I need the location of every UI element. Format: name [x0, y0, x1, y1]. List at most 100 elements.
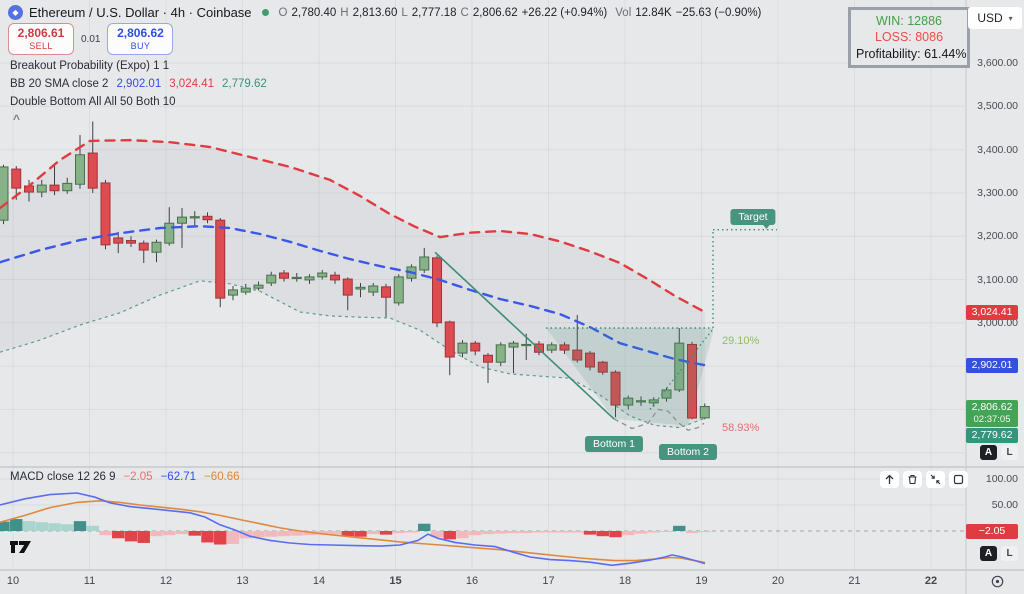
spread-value: 0.01	[81, 33, 101, 45]
high-label: H	[340, 6, 349, 19]
auto-scale-button-main[interactable]: A	[980, 445, 997, 460]
price-axis-label: 3,300.00	[977, 186, 1018, 199]
sell-price: 2,806.61	[17, 25, 65, 40]
low-label: L	[401, 6, 408, 19]
candle-body	[342, 278, 353, 296]
candle-body	[228, 289, 238, 296]
delete-pane-button[interactable]	[903, 471, 922, 488]
macd-histogram-bar	[226, 531, 240, 544]
candle-body	[381, 286, 391, 298]
loss-count: LOSS: 8086	[874, 30, 944, 45]
candle-body	[151, 241, 162, 253]
macd-histogram-bar	[252, 531, 265, 538]
double-bottom-pattern[interactable]	[434, 229, 777, 431]
candle-body	[419, 256, 430, 271]
candle-body	[610, 371, 621, 406]
buy-button[interactable]: 2,806.62 BUY	[107, 23, 174, 55]
currency-selector[interactable]: USD ▾	[968, 7, 1022, 29]
price-axis-label: 3,500.00	[977, 100, 1018, 113]
macd-histogram-bar	[622, 531, 635, 536]
target-badge[interactable]: Target	[730, 208, 776, 229]
macd-line	[0, 492, 706, 567]
candle-body	[597, 361, 608, 373]
bottom1-badge[interactable]: Bottom 1	[584, 435, 644, 452]
candle-body	[100, 182, 111, 246]
log-scale-button-macd[interactable]: L	[1001, 546, 1018, 561]
macd-hist-value: −2.05	[123, 471, 153, 483]
candles-layer	[0, 121, 710, 420]
indicator-row-breakout[interactable]: Breakout Probability (Expo) 1 1	[10, 60, 169, 72]
maximize-icon	[953, 474, 964, 485]
macd-histogram-bar	[647, 531, 660, 533]
candle-body	[495, 344, 506, 363]
maximize-pane-button[interactable]	[949, 471, 968, 488]
macd-histogram-bar	[673, 525, 686, 531]
macd-histogram-bar	[341, 531, 354, 537]
candle-body	[279, 272, 289, 279]
macd-histogram-bar	[265, 531, 278, 537]
bb-upper-line	[0, 138, 707, 314]
tradingview-logo[interactable]	[8, 536, 38, 561]
auto-scale-button-macd[interactable]: A	[980, 546, 997, 561]
symbol-title[interactable]: Ethereum / U.S. Dollar · 4h · Coinbase	[29, 5, 252, 20]
time-axis-label: 11	[83, 575, 96, 587]
macd-histogram-bar	[316, 531, 329, 535]
candle-body	[240, 287, 251, 293]
price-badge: 2,779.62	[966, 427, 1018, 443]
macd-histogram-bar	[698, 531, 711, 533]
macd-histogram-bar	[481, 531, 495, 535]
candle-body	[177, 216, 187, 224]
macd-histogram-bar	[354, 531, 367, 537]
macd-legend[interactable]: MACD close 12 26 9 −2.05 −62.71 −60.66	[10, 471, 240, 483]
time-axis[interactable]: 10 11 12 13 14 15 16 17 18 19 20 21 22	[0, 570, 1024, 594]
close-label: C	[460, 6, 469, 19]
volume-label: Vol	[615, 6, 632, 19]
collapse-arrows-icon	[930, 474, 941, 485]
move-pane-up-button[interactable]	[880, 471, 899, 488]
bullseye-icon[interactable]	[989, 573, 1006, 590]
bb-upper-value: 3,024.41	[169, 78, 214, 90]
log-scale-button-main[interactable]: L	[1001, 445, 1018, 460]
bottom2-badge[interactable]: Bottom 2	[658, 443, 718, 460]
candle-body	[559, 344, 570, 351]
macd-histogram-bar	[214, 531, 227, 545]
bb-basis-line	[0, 224, 707, 367]
candle-body	[266, 274, 277, 284]
macd-histogram-bar	[418, 523, 431, 531]
candle-body	[253, 284, 264, 289]
price-badge: 2,902.01	[966, 358, 1018, 374]
macd-signal-line	[0, 499, 706, 564]
macd-toolbar	[880, 471, 968, 488]
chevron-up-icon[interactable]: ^	[13, 112, 21, 126]
macd-histogram-bar	[520, 531, 533, 534]
macd-histogram-bar	[507, 531, 520, 534]
price-axis-label: 3,100.00	[977, 273, 1018, 286]
arrow-up-icon	[885, 474, 894, 484]
indicator-row-double-bottom[interactable]: Double Bottom All All 50 Both 10	[10, 96, 176, 108]
candle-body	[368, 285, 379, 293]
candle-body	[113, 237, 124, 244]
volume-value: 12.84K	[635, 6, 672, 19]
collapse-pane-button[interactable]	[926, 471, 945, 488]
indicator-row-bb[interactable]: BB 20 SMA close 2 2,902.01 3,024.41 2,77…	[10, 78, 267, 90]
candle-body	[11, 168, 22, 189]
pattern-fill	[546, 328, 713, 426]
macd-histogram-bar	[137, 531, 150, 543]
macd-histogram-bar	[558, 531, 571, 533]
candle-body	[202, 215, 213, 221]
market-status-dot	[261, 9, 269, 16]
macd-histogram-bar	[596, 531, 609, 537]
macd-histogram-bar	[303, 531, 316, 536]
macd-pane[interactable]	[0, 492, 966, 567]
sell-button[interactable]: 2,806.61 SELL	[8, 23, 74, 55]
candle-body	[215, 219, 226, 299]
macd-histogram-bar	[290, 531, 303, 536]
time-axis-label: 17	[542, 575, 555, 587]
currency-value: USD	[977, 11, 1003, 25]
profitability: Profitability: 61.44%	[856, 46, 967, 61]
macd-histogram-bar	[609, 531, 622, 538]
macd-histogram-bar	[10, 519, 23, 531]
retracement-down-percent: 58.93%	[722, 421, 760, 434]
candle-body	[304, 276, 315, 281]
